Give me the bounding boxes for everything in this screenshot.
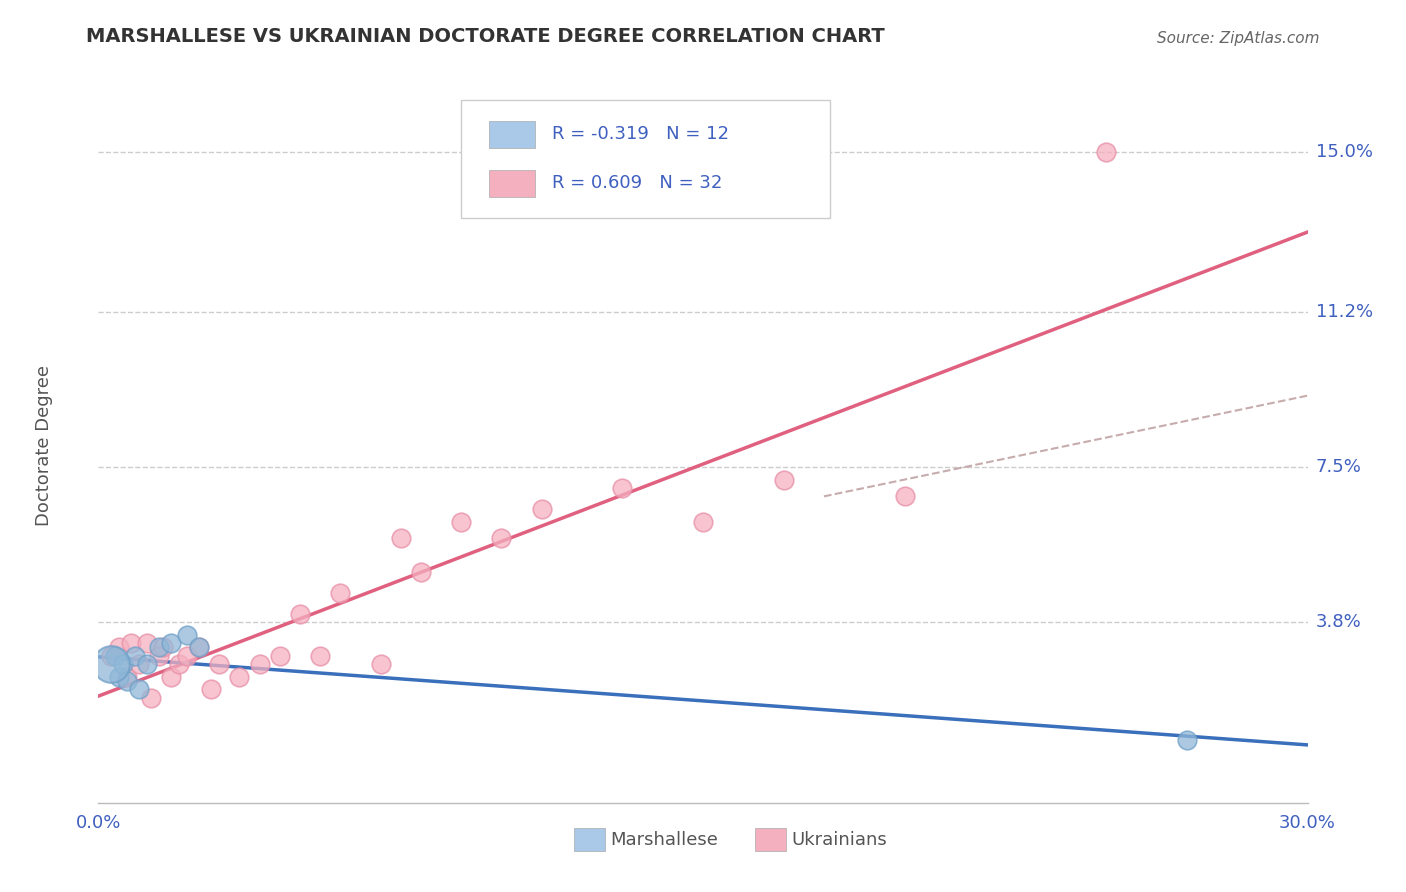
Point [152, 640, 174, 655]
Text: R = 0.609   N = 32: R = 0.609 N = 32 [551, 174, 723, 192]
Point [128, 682, 150, 697]
Point [249, 657, 271, 672]
Point [208, 657, 231, 672]
Point [139, 690, 162, 705]
FancyBboxPatch shape [574, 829, 605, 851]
Point [269, 648, 291, 663]
Point [111, 657, 134, 672]
Point [409, 565, 432, 579]
Text: Marshallese: Marshallese [610, 831, 718, 849]
Point [228, 670, 250, 684]
FancyBboxPatch shape [755, 829, 786, 851]
Point [176, 648, 198, 663]
Point [107, 670, 129, 684]
Text: Doctorate Degree: Doctorate Degree [35, 366, 53, 526]
Point [612, 481, 634, 495]
Point [450, 515, 472, 529]
Point [288, 607, 311, 621]
Point [188, 640, 211, 655]
Point [135, 657, 157, 672]
Point [128, 657, 150, 672]
Point [772, 473, 794, 487]
Text: R = -0.319   N = 12: R = -0.319 N = 12 [551, 125, 728, 143]
Point [148, 640, 170, 655]
Point [530, 502, 553, 516]
Point [115, 670, 138, 684]
Point [389, 532, 412, 546]
Point [100, 657, 122, 672]
Point [107, 640, 129, 655]
Text: 3.8%: 3.8% [1316, 614, 1361, 632]
Point [167, 657, 190, 672]
Point [100, 648, 122, 663]
Point [160, 670, 183, 684]
Point [103, 648, 125, 663]
Point [188, 640, 211, 655]
Point [176, 628, 198, 642]
FancyBboxPatch shape [489, 121, 534, 148]
Point [124, 648, 146, 663]
Text: Source: ZipAtlas.com: Source: ZipAtlas.com [1157, 31, 1320, 46]
Point [692, 515, 714, 529]
Point [200, 682, 222, 697]
Point [893, 489, 915, 503]
Point [491, 532, 513, 546]
FancyBboxPatch shape [489, 169, 534, 197]
Point [1095, 145, 1118, 160]
Text: 11.2%: 11.2% [1316, 302, 1372, 321]
Point [309, 648, 332, 663]
Point [160, 636, 183, 650]
Point [135, 636, 157, 650]
Point [148, 648, 170, 663]
Text: 15.0%: 15.0% [1316, 143, 1372, 161]
Point [120, 636, 142, 650]
Point [1175, 732, 1198, 747]
Point [329, 586, 352, 600]
Text: MARSHALLESE VS UKRAINIAN DOCTORATE DEGREE CORRELATION CHART: MARSHALLESE VS UKRAINIAN DOCTORATE DEGRE… [86, 28, 886, 46]
FancyBboxPatch shape [461, 100, 830, 218]
Point [115, 674, 138, 689]
Point [370, 657, 392, 672]
Text: 7.5%: 7.5% [1316, 458, 1361, 476]
Text: Ukrainians: Ukrainians [792, 831, 887, 849]
